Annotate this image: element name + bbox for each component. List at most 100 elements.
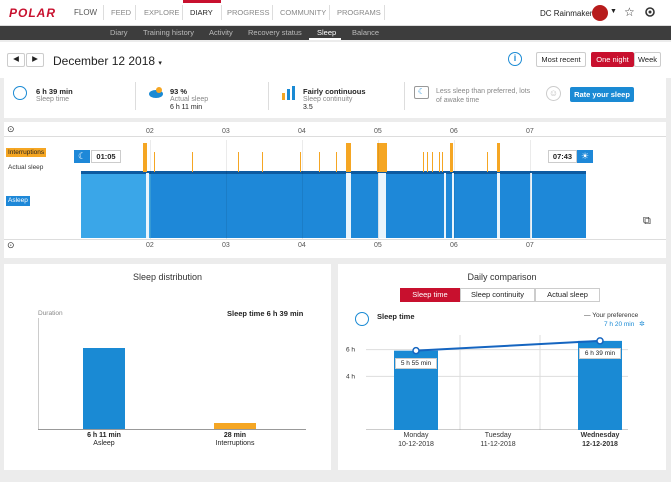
settings-icon[interactable]: [643, 5, 657, 19]
most-recent-button[interactable]: Most recent: [536, 52, 586, 67]
wake-gap: [497, 173, 500, 238]
top-navigation: [0, 0, 671, 26]
nav-progress[interactable]: PROGRESS: [227, 8, 270, 17]
hour-tick-top: 02: [146, 128, 154, 135]
interruption-mark: [377, 143, 387, 172]
sub-navigation: [0, 26, 671, 40]
comparison-chart-title: Sleep time: [377, 312, 415, 321]
nav-explore[interactable]: EXPLORE: [144, 8, 180, 17]
actual-sleep-label: Actual sleep: [170, 96, 209, 103]
day-date: 12-12-2018: [582, 441, 618, 448]
hour-gridline: [454, 140, 455, 239]
y-tick-label: 4 h: [346, 373, 355, 380]
actual-sleep-label: Actual sleep: [8, 164, 44, 171]
subnav-training-history[interactable]: Training history: [143, 28, 194, 37]
hour-tick-bottom: 06: [450, 242, 458, 249]
star-icon[interactable]: ☆: [624, 5, 635, 19]
user-name[interactable]: DC Rainmaker: [540, 9, 593, 18]
continuity-value: Fairly continuous: [303, 87, 366, 96]
tab-actual-sleep[interactable]: Actual sleep: [535, 288, 600, 302]
feedback-icon: ☾: [414, 86, 429, 99]
caret-down-icon: ▾: [158, 60, 162, 67]
sleep-distribution-title: Sleep distribution: [132, 272, 203, 282]
preference-settings-icon[interactable]: ✲: [639, 321, 645, 328]
asleep-name: Asleep: [93, 440, 115, 447]
trend-line: [415, 339, 601, 352]
subnav-diary[interactable]: Diary: [110, 28, 128, 37]
nav-feed[interactable]: FEED: [111, 8, 132, 17]
interruptions-label: Interruptions: [6, 148, 46, 157]
bedtime-moon-icon: ☾: [74, 150, 90, 163]
continuity-label: Sleep continuity: [303, 96, 353, 103]
actual-sleep-percent: 93 %: [170, 87, 188, 96]
actual-sleep-value: 6 h 11 min: [170, 104, 203, 111]
interruption-tick: [154, 152, 155, 172]
smiley-icon: ☺: [546, 86, 561, 101]
interruption-mark: [143, 143, 147, 172]
clock-icon: ⊙: [7, 124, 15, 134]
nav-programs[interactable]: PROGRAMS: [337, 8, 381, 17]
hour-tick-top: 04: [298, 128, 306, 135]
interruption-tick: [300, 152, 301, 172]
avatar[interactable]: [592, 5, 608, 21]
chevron-down-icon[interactable]: ▼: [610, 8, 617, 15]
hour-gridline: [302, 140, 303, 239]
rate-your-sleep-button[interactable]: Rate your sleep: [570, 87, 634, 102]
hour-tick-bottom: 02: [146, 242, 154, 249]
wake-gap: [452, 173, 454, 238]
info-icon[interactable]: i: [508, 52, 522, 66]
tab-sleep-continuity[interactable]: Sleep continuity: [460, 288, 535, 302]
asleep-bar: [83, 348, 125, 429]
hour-tick-top: 05: [374, 128, 382, 135]
previous-day-button[interactable]: ◀: [7, 53, 25, 67]
next-day-button[interactable]: ▶: [26, 53, 44, 67]
clock-moon-icon: [13, 86, 27, 100]
distribution-sleep-time: Sleep time 6 h 39 min: [227, 309, 304, 318]
subnav-active-indicator: [309, 38, 341, 40]
asleep-label: Asleep: [6, 196, 30, 206]
wake-gap: [378, 173, 386, 238]
wake-gap: [530, 173, 532, 238]
interruption-mark: [346, 143, 351, 172]
one-night-button[interactable]: One night: [591, 52, 634, 67]
sleep-end-time: 07:43: [548, 150, 577, 163]
polar-logo[interactable]: POLAR: [9, 6, 56, 20]
hour-gridline: [378, 140, 379, 239]
hour-tick-bottom: 03: [222, 242, 230, 249]
tab-sleep-time[interactable]: Sleep time: [400, 288, 460, 302]
nav-community[interactable]: COMMUNITY: [280, 8, 327, 17]
preference-label: — Your preference: [584, 312, 639, 319]
interruption-tick: [192, 152, 193, 172]
wake-gap: [444, 173, 446, 238]
asleep-area-highlight: [81, 173, 151, 238]
hour-tick-bottom: 05: [374, 242, 382, 249]
subnav-sleep[interactable]: Sleep: [317, 28, 337, 37]
sleep-distribution-panel: [4, 264, 331, 470]
daily-comparison-title: Daily comparison: [467, 272, 537, 282]
asleep-value: 6 h 11 min: [87, 432, 121, 439]
subnav-activity[interactable]: Activity: [209, 28, 233, 37]
crop-icon[interactable]: ⧉: [643, 215, 651, 227]
feedback-text: Less sleep than preferred, lots of awake…: [436, 88, 531, 104]
interruption-mark: [450, 143, 453, 172]
hour-gridline: [530, 140, 531, 239]
asleep-area: [81, 173, 586, 238]
hour-tick-bottom: 07: [526, 242, 534, 249]
interruption-tick: [319, 152, 320, 172]
wakeup-sun-icon: ☀: [577, 150, 593, 163]
bar-value-label: 6 h 39 min: [579, 347, 621, 359]
actual-sleep-line: [81, 171, 586, 174]
trend-point: [412, 346, 420, 355]
preference-label-text: Your preference: [592, 312, 639, 319]
hour-tick-top: 06: [450, 128, 458, 135]
duration-axis-label: Duration: [38, 310, 63, 317]
week-button[interactable]: Week: [634, 52, 661, 67]
subnav-recovery-status[interactable]: Recovery status: [248, 28, 302, 37]
nav-diary[interactable]: DIARY: [190, 8, 213, 17]
continuity-score: 3.5: [303, 104, 313, 111]
subnav-balance[interactable]: Balance: [352, 28, 380, 37]
interruptions-bar: [214, 423, 256, 429]
hour-tick-top: 07: [526, 128, 534, 135]
date-selector[interactable]: December 12 2018 ▾: [53, 54, 162, 68]
hour-tick-bottom: 04: [298, 242, 306, 249]
